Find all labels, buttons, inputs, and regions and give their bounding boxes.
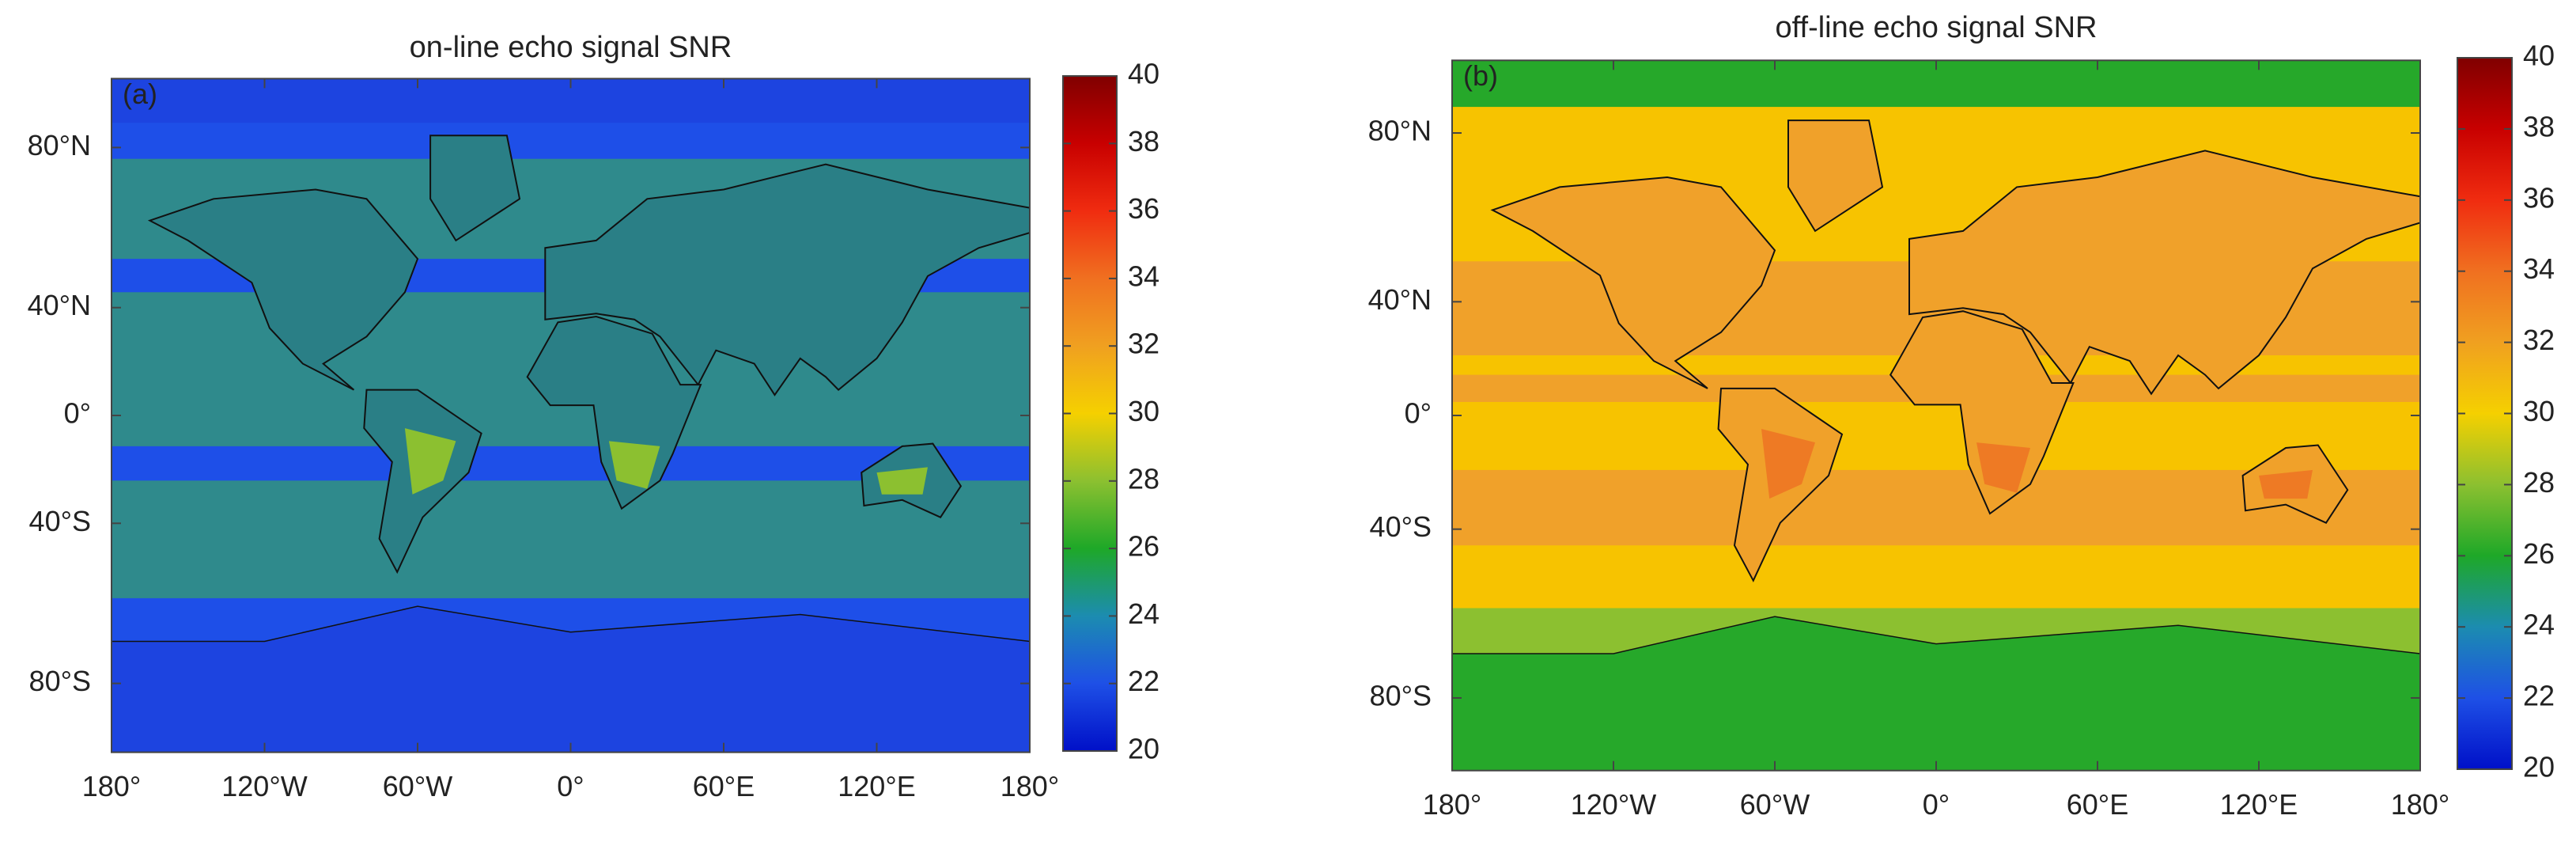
y-tick-label: 80°N bbox=[1368, 115, 1432, 147]
y-tick-label: 80°S bbox=[29, 665, 91, 697]
x-tick-label: 120°W bbox=[1571, 788, 1656, 821]
x-tick-label: 120°E bbox=[2220, 788, 2298, 821]
colorbar bbox=[1062, 75, 1118, 752]
snr-hotspot bbox=[1761, 429, 1815, 499]
colorbar-tick-label: 28 bbox=[1128, 462, 1159, 495]
continent bbox=[544, 163, 1030, 396]
snr-hotspot bbox=[876, 467, 928, 495]
colorbar-tick-label: 38 bbox=[1128, 125, 1159, 157]
colorbar-tick-label: 36 bbox=[2523, 181, 2555, 214]
y-tick-label: 40°N bbox=[28, 289, 91, 321]
map-panel: on-line echo signal SNR (a) 80°N 40°N 0° 40°S… bbox=[28, 31, 1159, 802]
y-tick-label: 40°S bbox=[29, 505, 91, 537]
continent bbox=[1889, 310, 2075, 515]
colorbar-tick-label: 32 bbox=[1128, 328, 1159, 360]
colorbar bbox=[2457, 57, 2513, 770]
x-tick-label: 0° bbox=[557, 770, 584, 802]
colorbar-tick-label: 22 bbox=[2523, 680, 2555, 712]
colorbar-tick-label: 26 bbox=[1128, 530, 1159, 563]
x-tick-label: 60°E bbox=[693, 770, 755, 802]
colorbar-tick-label: 30 bbox=[2523, 395, 2555, 427]
x-tick-label: 120°W bbox=[221, 770, 307, 802]
x-tick-label: 180° bbox=[2391, 788, 2449, 821]
x-tick-label: 180° bbox=[1423, 788, 1481, 821]
colorbar-tick-label: 34 bbox=[2523, 252, 2555, 285]
colorbar-tick-label: 40 bbox=[2523, 40, 2555, 72]
colorbar-tick-label: 24 bbox=[1128, 597, 1159, 630]
colorbar-tick-label: 24 bbox=[2523, 609, 2555, 641]
snr-hotspot bbox=[608, 441, 660, 489]
colorbar-tick-label: 38 bbox=[2523, 110, 2555, 142]
panel-title: off-line echo signal SNR bbox=[1776, 11, 2097, 44]
continent bbox=[526, 315, 702, 510]
continent bbox=[1787, 119, 1884, 233]
y-tick-label: 0° bbox=[64, 397, 91, 430]
x-tick-label: 120°E bbox=[838, 770, 915, 802]
colorbar-tick-label: 34 bbox=[1128, 260, 1159, 292]
y-tick-label: 0° bbox=[1405, 397, 1432, 430]
x-tick-label: 60°W bbox=[1740, 788, 1810, 821]
colorbar-tick-label: 28 bbox=[2523, 466, 2555, 499]
y-tick-label: 40°N bbox=[1368, 283, 1432, 316]
y-tick-label: 80°N bbox=[28, 129, 91, 161]
x-tick-label: 60°E bbox=[2067, 788, 2128, 821]
panel-title: on-line echo signal SNR bbox=[410, 31, 732, 64]
panel-label: (a) bbox=[123, 78, 157, 110]
colorbar-tick-label: 20 bbox=[2523, 751, 2555, 783]
colorbar-tick-label: 40 bbox=[1128, 58, 1159, 90]
x-tick-label: 60°W bbox=[383, 770, 452, 802]
colorbar-tick-label: 26 bbox=[2523, 537, 2555, 570]
x-tick-label: 0° bbox=[1923, 788, 1950, 821]
x-tick-label: 180° bbox=[1001, 770, 1059, 802]
map-field bbox=[1452, 60, 2420, 771]
y-tick-label: 80°S bbox=[1370, 679, 1432, 711]
continent bbox=[1908, 150, 2420, 396]
x-tick-label: 180° bbox=[82, 770, 141, 802]
map-field bbox=[112, 78, 1030, 753]
panel-label: (b) bbox=[1463, 59, 1498, 92]
snr-hotspot bbox=[2259, 469, 2313, 499]
y-tick-label: 40°S bbox=[1370, 510, 1432, 543]
continent bbox=[1490, 176, 1776, 389]
map-panel: off-line echo signal SNR (b) 80°N 40°N 0° 40°… bbox=[1368, 11, 2555, 821]
colorbar-tick-label: 20 bbox=[1128, 733, 1159, 765]
colorbar-tick-label: 32 bbox=[2523, 324, 2555, 356]
colorbar-tick-label: 22 bbox=[1128, 665, 1159, 697]
continent bbox=[147, 188, 419, 391]
colorbar-tick-label: 30 bbox=[1128, 395, 1159, 427]
continent bbox=[429, 135, 521, 242]
colorbar-tick-label: 36 bbox=[1128, 192, 1159, 225]
snr-hotspot bbox=[1976, 442, 2030, 493]
snr-hotspot bbox=[404, 428, 456, 495]
